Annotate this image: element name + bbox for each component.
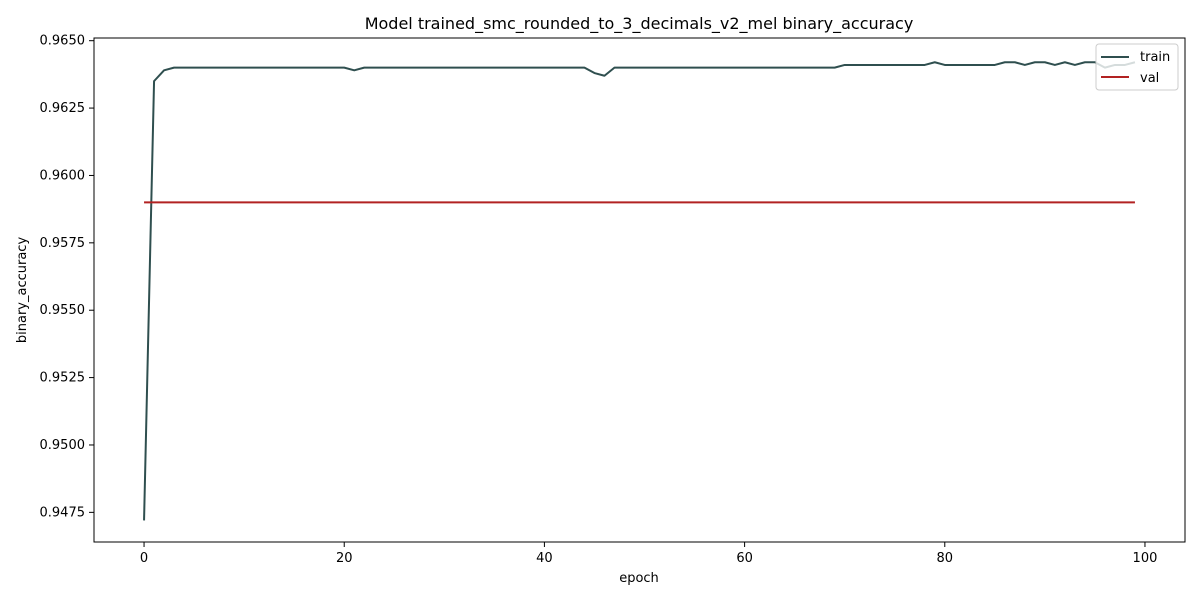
y-tick-label: 0.9650 bbox=[40, 34, 86, 49]
y-tick-label: 0.9475 bbox=[40, 505, 86, 520]
plot-area bbox=[93, 37, 1186, 543]
legend-label-train: train bbox=[1140, 50, 1170, 65]
x-tick-label: 60 bbox=[736, 551, 753, 566]
chart-title: Model trained_smc_rounded_to_3_decimals_… bbox=[365, 14, 914, 34]
x-tick-label: 40 bbox=[536, 551, 553, 566]
legend-box bbox=[1095, 43, 1179, 91]
y-axis: 0.9475 0.9500 0.9525 0.9550 0.9575 0.9600 0.96… bbox=[40, 34, 94, 520]
y-tick-label: 0.9550 bbox=[40, 303, 86, 318]
x-tick-label: 20 bbox=[336, 551, 353, 566]
y-tick-label: 0.9600 bbox=[40, 168, 86, 183]
legend-label-val: val bbox=[1140, 71, 1159, 86]
plot-frame bbox=[93, 37, 1186, 543]
y-tick-label: 0.9525 bbox=[40, 371, 86, 386]
x-axis: 0 20 40 60 80 100 bbox=[140, 542, 1157, 566]
series-lines bbox=[143, 61, 1136, 521]
legend: train val bbox=[1095, 43, 1179, 91]
x-tick-label: 80 bbox=[937, 551, 954, 566]
y-tick-label: 0.9575 bbox=[40, 236, 86, 251]
series-line-train bbox=[143, 61, 1136, 521]
x-tick-label: 100 bbox=[1133, 551, 1158, 566]
x-axis-label: epoch bbox=[619, 571, 659, 586]
x-tick-label: 0 bbox=[140, 551, 148, 566]
y-tick-label: 0.9500 bbox=[40, 438, 86, 453]
y-axis-label: binary_accuracy bbox=[15, 237, 30, 344]
y-tick-label: 0.9625 bbox=[40, 101, 86, 116]
